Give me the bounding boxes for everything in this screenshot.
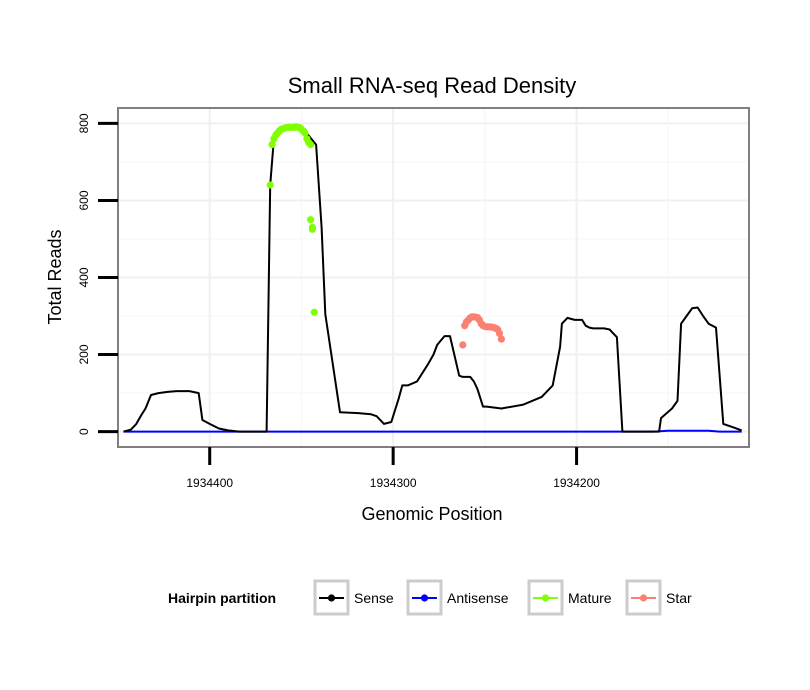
- y-tick-label: 200: [77, 344, 91, 364]
- x-tick-label: 1934300: [370, 476, 417, 490]
- legend-entry-sense: Sense: [313, 579, 394, 616]
- x-axis: 1934400 1934300 1934200: [186, 447, 600, 490]
- mature-data-point: [268, 141, 276, 149]
- star-data-point: [459, 341, 467, 349]
- legend-entry-mature: Mature: [527, 579, 612, 616]
- y-tick-label: 600: [77, 190, 91, 210]
- mature-data-point: [307, 216, 315, 224]
- legend-key-point: [420, 594, 429, 602]
- mature-data-point: [266, 181, 274, 189]
- y-tick-label: 0: [77, 428, 91, 435]
- mature-data-point: [301, 129, 309, 137]
- star-series-points: [459, 313, 505, 349]
- star-data-point: [497, 335, 505, 343]
- mature-data-point: [308, 225, 316, 233]
- x-axis-title: Genomic Position: [361, 504, 502, 524]
- y-axis: 0 200 400 600 800: [77, 113, 118, 435]
- plot-panel: [117, 107, 750, 448]
- mature-data-point: [310, 308, 318, 316]
- legend-entry-star: Star: [625, 579, 692, 616]
- legend-label-mature: Mature: [568, 590, 612, 606]
- legend-key-point: [541, 594, 550, 602]
- chart-title: Small RNA-seq Read Density: [288, 73, 577, 98]
- y-tick-label: 800: [77, 113, 91, 133]
- legend-label-sense: Sense: [354, 590, 394, 606]
- legend-key-point: [639, 594, 648, 602]
- series-layer: [123, 123, 743, 433]
- legend: Hairpin partition Sense Antisense Mature St…: [168, 579, 692, 616]
- mature-series-points: [266, 123, 318, 316]
- legend-key-point: [327, 594, 336, 602]
- legend-label-star: Star: [666, 590, 692, 606]
- legend-label-antisense: Antisense: [447, 590, 509, 606]
- legend-entries: Sense Antisense Mature Star: [313, 579, 692, 616]
- x-tick-label: 1934200: [553, 476, 600, 490]
- x-tick-label: 1934400: [186, 476, 233, 490]
- sense-series-line: [123, 126, 743, 433]
- mature-data-point: [307, 141, 315, 149]
- legend-title: Hairpin partition: [168, 590, 276, 606]
- legend-entry-antisense: Antisense: [406, 579, 509, 616]
- star-data-point: [495, 329, 504, 337]
- y-tick-label: 400: [77, 267, 91, 287]
- y-axis-title: Total Reads: [45, 229, 65, 324]
